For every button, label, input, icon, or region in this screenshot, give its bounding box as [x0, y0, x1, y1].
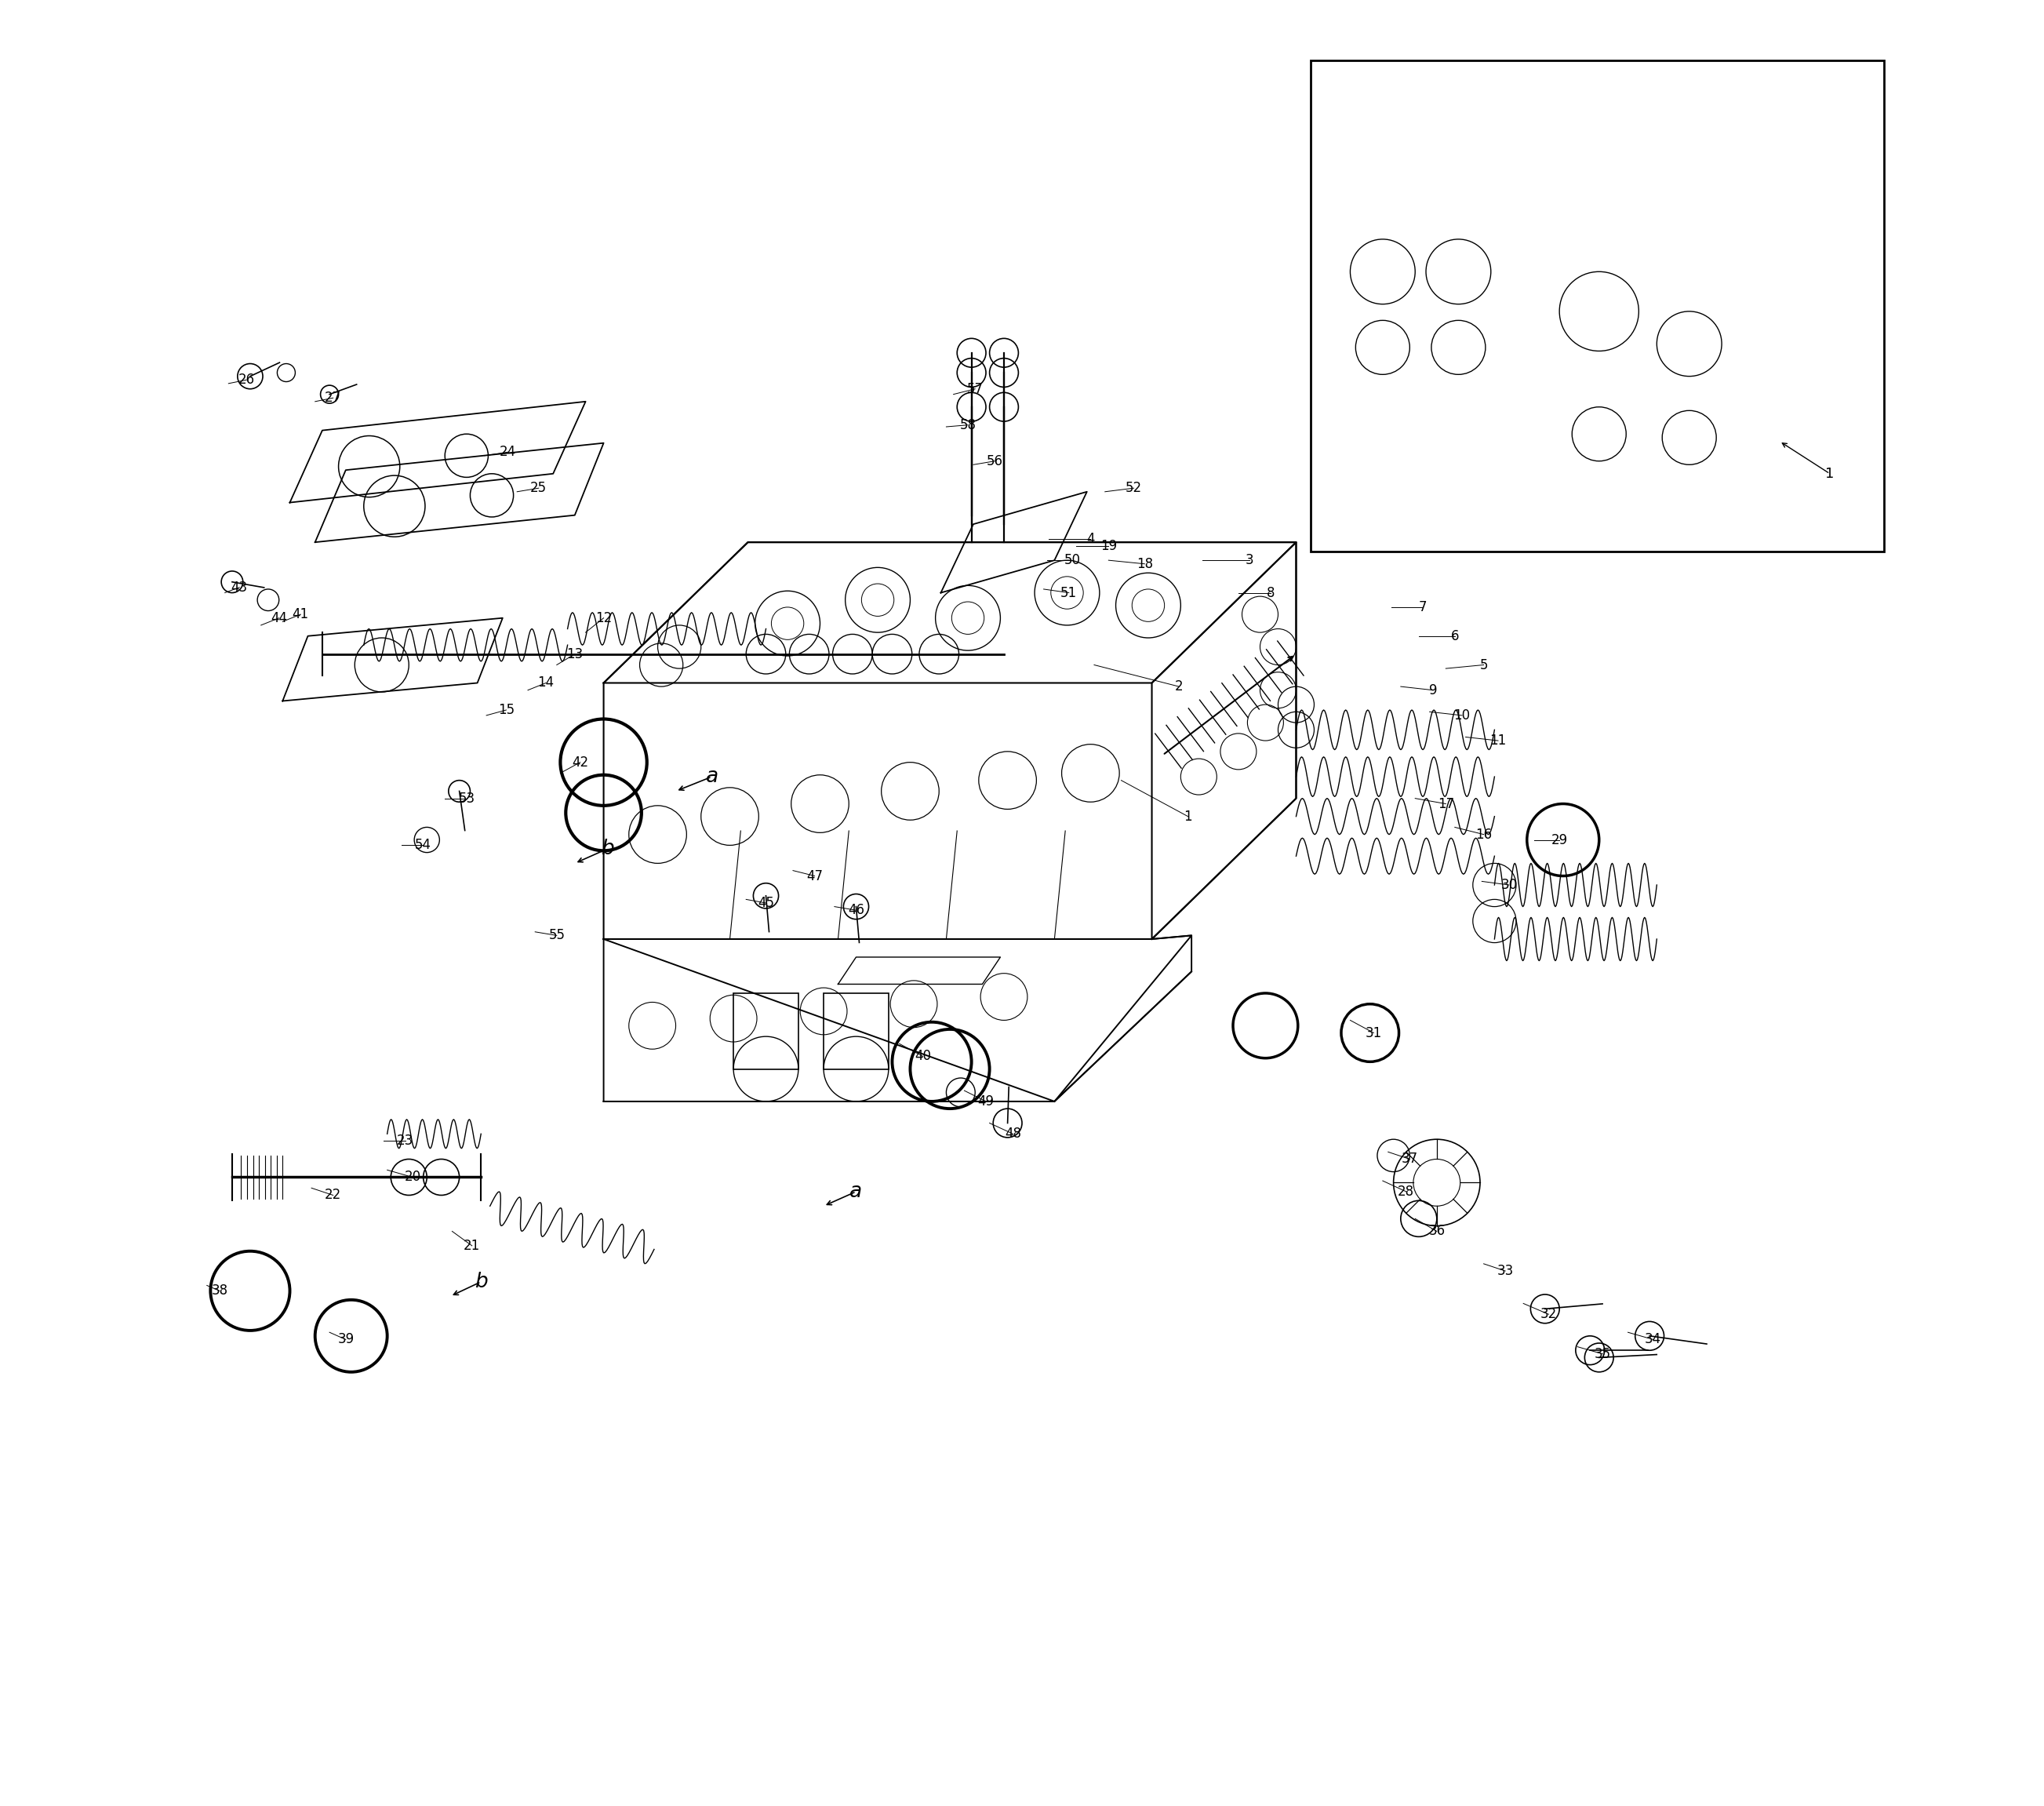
- Text: 28: 28: [1398, 1185, 1414, 1199]
- Text: 26: 26: [239, 372, 256, 386]
- Text: 8: 8: [1267, 585, 1275, 600]
- Text: 29: 29: [1551, 833, 1568, 847]
- Text: 44: 44: [270, 610, 288, 625]
- Text: 40: 40: [914, 1049, 932, 1064]
- Text: 46: 46: [848, 903, 865, 917]
- Text: 57: 57: [967, 381, 983, 396]
- Text: 48: 48: [1006, 1127, 1022, 1141]
- Text: 2: 2: [1175, 679, 1183, 694]
- Text: 13: 13: [566, 647, 583, 661]
- Text: 39: 39: [337, 1333, 354, 1347]
- Text: 1: 1: [1825, 466, 1833, 480]
- Bar: [1310, 61, 1885, 551]
- Text: 45: 45: [758, 896, 775, 910]
- Text: b: b: [601, 838, 613, 860]
- Text: 11: 11: [1490, 733, 1506, 748]
- Text: 6: 6: [1451, 628, 1459, 643]
- Text: b: b: [474, 1271, 489, 1291]
- Text: 36: 36: [1429, 1224, 1445, 1239]
- Text: 22: 22: [325, 1188, 341, 1203]
- Text: 34: 34: [1645, 1333, 1662, 1347]
- Text: 32: 32: [1541, 1308, 1558, 1322]
- Text: 9: 9: [1429, 683, 1437, 697]
- Text: 24: 24: [499, 444, 517, 459]
- Text: 31: 31: [1365, 1026, 1382, 1040]
- Text: 43: 43: [231, 580, 247, 594]
- Text: 1: 1: [1183, 809, 1192, 824]
- Text: 42: 42: [572, 755, 589, 769]
- Text: 19: 19: [1100, 538, 1116, 553]
- Text: 47: 47: [807, 869, 824, 883]
- Bar: [734, 993, 799, 1069]
- Text: Serial No.(2419)～: Serial No.(2419)～: [1515, 128, 1639, 141]
- Text: 3: 3: [1245, 553, 1253, 567]
- Text: 16: 16: [1476, 827, 1492, 842]
- Text: 33: 33: [1496, 1264, 1515, 1279]
- Text: 41: 41: [292, 607, 309, 621]
- Text: 12: 12: [595, 610, 611, 625]
- Text: 4: 4: [1087, 531, 1096, 545]
- Text: a: a: [705, 766, 717, 787]
- Text: 30: 30: [1500, 878, 1517, 892]
- Text: 20: 20: [405, 1170, 421, 1185]
- Text: 54: 54: [415, 838, 431, 852]
- Text: 21: 21: [464, 1239, 480, 1253]
- Text: 38: 38: [211, 1284, 227, 1299]
- Text: 27: 27: [325, 390, 341, 405]
- Text: 58: 58: [961, 417, 977, 432]
- Text: 7: 7: [1419, 600, 1427, 614]
- Text: 50: 50: [1065, 553, 1081, 567]
- Bar: [824, 993, 889, 1069]
- Text: 51: 51: [1061, 585, 1077, 600]
- Text: 17: 17: [1437, 796, 1453, 811]
- Text: 49: 49: [977, 1094, 993, 1109]
- Text: 5: 5: [1480, 657, 1488, 672]
- Text: 10: 10: [1453, 708, 1470, 722]
- Text: 15: 15: [499, 703, 515, 717]
- Text: 18: 18: [1136, 556, 1153, 571]
- Text: a: a: [850, 1181, 863, 1201]
- Text: 14: 14: [538, 675, 554, 690]
- Text: 25: 25: [529, 480, 548, 495]
- Text: 23: 23: [397, 1134, 413, 1149]
- Text: 53: 53: [458, 791, 474, 805]
- Text: 52: 52: [1126, 480, 1143, 495]
- Text: 35: 35: [1594, 1347, 1611, 1362]
- Text: 56: 56: [987, 453, 1004, 468]
- Text: 適用号機: 適用号機: [1558, 67, 1596, 83]
- Text: 37: 37: [1402, 1152, 1419, 1167]
- Text: 55: 55: [548, 928, 564, 943]
